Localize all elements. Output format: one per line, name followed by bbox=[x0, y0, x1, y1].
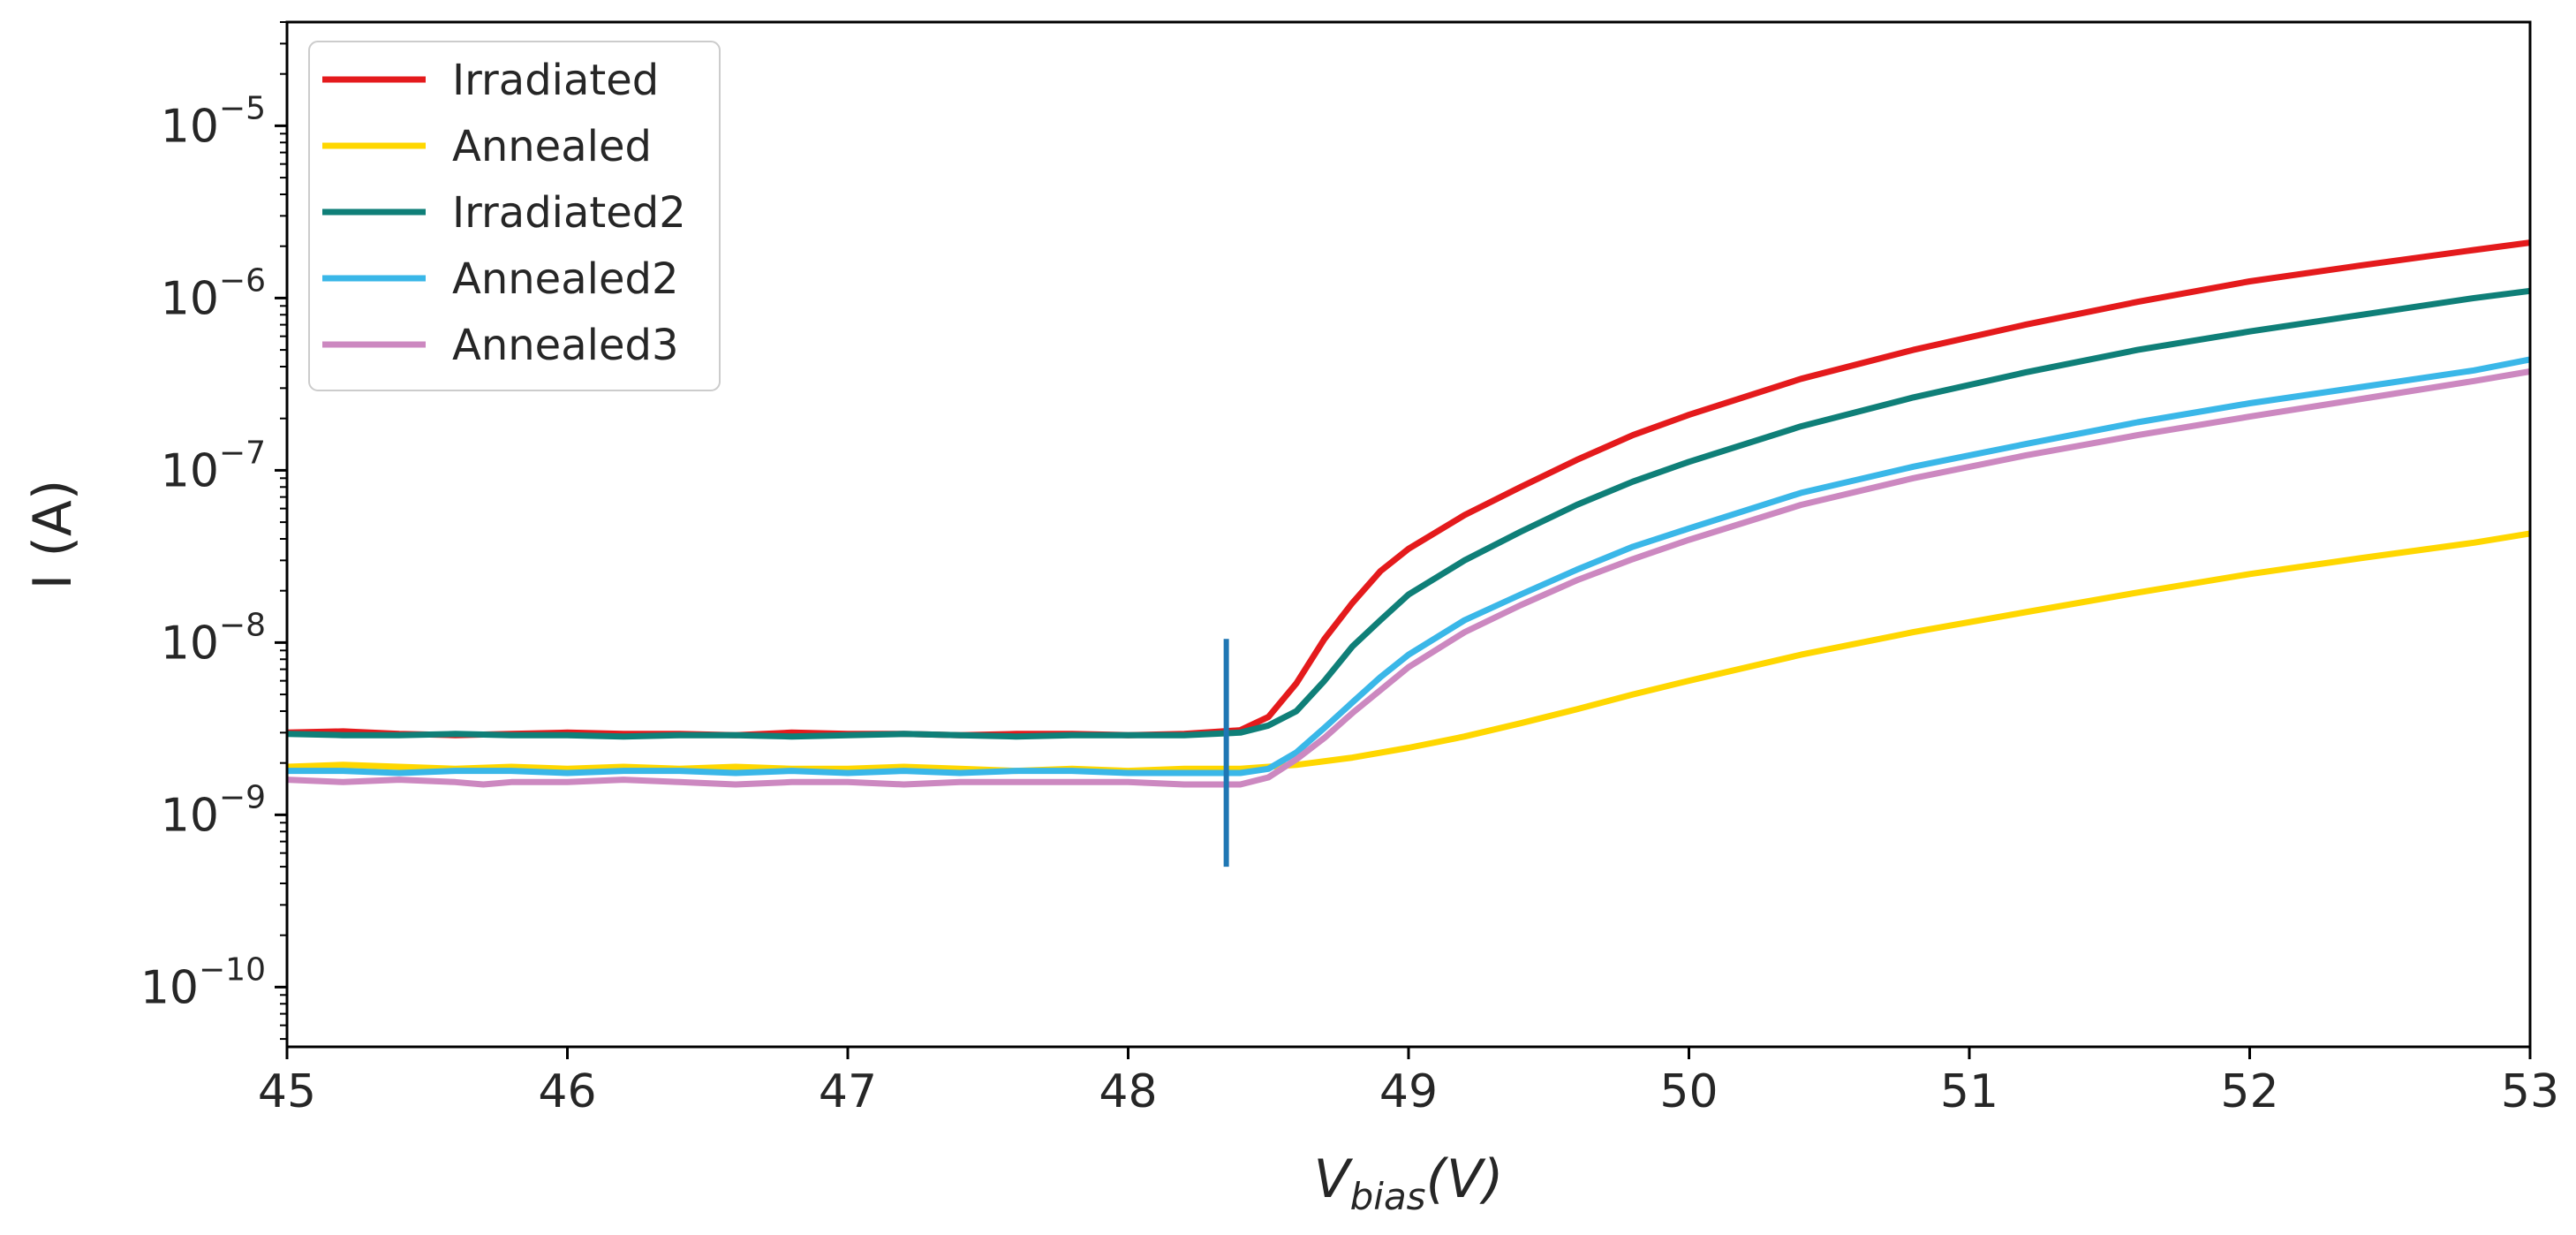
y-tick-exponent: −9 bbox=[219, 779, 266, 815]
y-tick-base: 10 bbox=[161, 789, 219, 842]
x-tick-label: 47 bbox=[819, 1065, 877, 1118]
series-line-irradiated2 bbox=[286, 287, 2531, 740]
y-tick-exponent: −10 bbox=[199, 951, 266, 988]
series-line-annealed bbox=[286, 530, 2531, 775]
legend-box bbox=[308, 41, 721, 391]
x-tick-label: 53 bbox=[2501, 1065, 2559, 1118]
y-tick-base: 10 bbox=[161, 100, 219, 153]
x-tick-label: 48 bbox=[1099, 1065, 1157, 1118]
y-tick-label: 10−5 bbox=[161, 90, 266, 153]
legend: Irradiated Annealed Irradiated2 Annealed2 An… bbox=[308, 41, 721, 391]
legend-label-irradiated: Irradiated bbox=[452, 56, 659, 105]
x-axis-label: Vbias(V) bbox=[1314, 1148, 1504, 1218]
y-tick-exponent: −8 bbox=[219, 607, 266, 643]
series-layer bbox=[286, 239, 2531, 788]
y-tick-label: 10−8 bbox=[161, 607, 266, 670]
y-axis-label: I (A) bbox=[22, 480, 84, 590]
x-axis-label-main: V bbox=[1314, 1148, 1354, 1210]
x-axis-label-unit: (V) bbox=[1426, 1148, 1504, 1210]
x-tick-label: 50 bbox=[1659, 1065, 1718, 1118]
series-line-annealed3 bbox=[286, 368, 2531, 788]
x-axis-label-subscript: bias bbox=[1350, 1175, 1426, 1218]
y-tick-base: 10 bbox=[161, 617, 219, 670]
x-tick-label: 51 bbox=[1940, 1065, 1998, 1118]
y-tick-exponent: −7 bbox=[219, 435, 266, 471]
y-tick-label: 10−6 bbox=[161, 262, 266, 325]
legend-label-irradiated2: Irradiated2 bbox=[452, 188, 686, 238]
y-tick-base: 10 bbox=[140, 961, 199, 1014]
x-tick-label: 46 bbox=[538, 1065, 596, 1118]
y-tick-label: 10−7 bbox=[161, 435, 266, 497]
y-tick-base: 10 bbox=[161, 444, 219, 497]
legend-label-annealed: Annealed bbox=[452, 122, 652, 171]
y-tick-base: 10 bbox=[161, 272, 219, 325]
legend-label-annealed2: Annealed2 bbox=[452, 254, 679, 304]
legend-label-annealed3: Annealed3 bbox=[452, 321, 679, 370]
y-tick-exponent: −5 bbox=[219, 90, 266, 126]
series-line-annealed2 bbox=[287, 356, 2531, 777]
x-axis: 45 46 47 48 49 50 51 52 53 bbox=[258, 1047, 2559, 1118]
x-tick-label: 52 bbox=[2220, 1065, 2278, 1118]
x-tick-label: 45 bbox=[258, 1065, 316, 1118]
x-tick-label: 49 bbox=[1379, 1065, 1438, 1118]
y-tick-label: 10−10 bbox=[140, 951, 266, 1014]
y-tick-label: 10−9 bbox=[161, 779, 266, 842]
y-tick-exponent: −6 bbox=[219, 262, 266, 299]
